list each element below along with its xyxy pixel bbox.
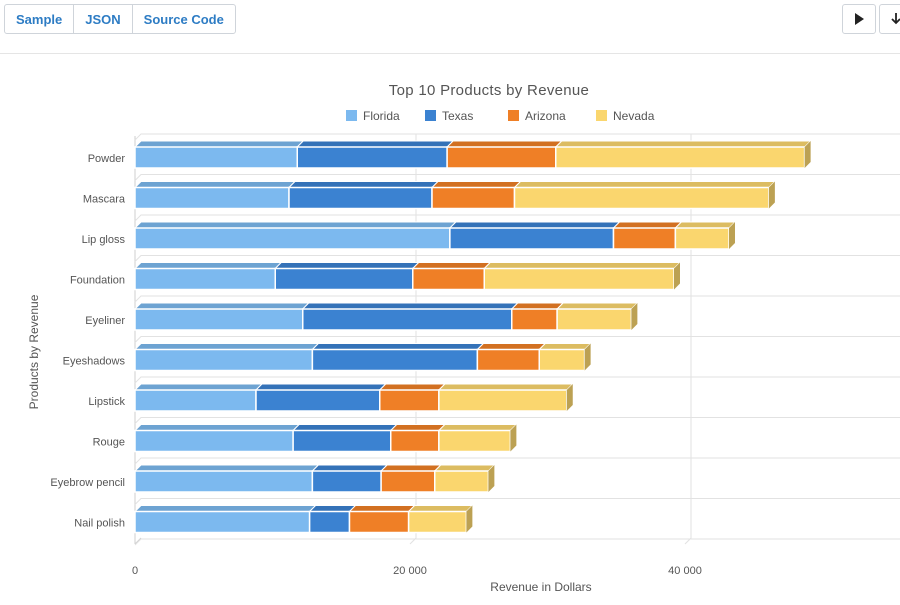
- bar-segment[interactable]: [311, 343, 485, 372]
- grid-line: [684, 134, 692, 545]
- bar-segment[interactable]: [555, 302, 639, 331]
- bar-segment[interactable]: [538, 343, 592, 372]
- category-label: Nail polish: [74, 518, 125, 530]
- bar-segment[interactable]: [133, 262, 283, 291]
- bar-segment[interactable]: [448, 221, 621, 250]
- bar-segment[interactable]: [437, 383, 574, 412]
- chart-legend: Florida Texas Arizona Nevada: [346, 109, 655, 123]
- category-label: Powder: [88, 153, 126, 165]
- bar-segment[interactable]: [133, 464, 320, 493]
- download-icon: [891, 13, 900, 25]
- grid-line: [134, 457, 900, 465]
- x-tick-label: 40 000: [668, 565, 702, 577]
- category-label: Eyeliner: [85, 315, 125, 327]
- bar-segment[interactable]: [437, 424, 518, 453]
- grid-line: [134, 498, 900, 505]
- bar-segment[interactable]: [554, 140, 812, 169]
- bar-segment[interactable]: [133, 383, 264, 412]
- legend-swatch: [508, 110, 519, 121]
- bar-segment[interactable]: [133, 181, 297, 210]
- bar-segment[interactable]: [378, 383, 447, 412]
- bar-segment[interactable]: [133, 424, 301, 453]
- bar-segment[interactable]: [308, 505, 357, 534]
- legend-swatch: [425, 110, 436, 121]
- bar-segment[interactable]: [483, 262, 682, 291]
- bar-segment[interactable]: [301, 302, 519, 331]
- bar-chart: Top 10 Products by Revenue Florida Texas A…: [27, 82, 900, 594]
- category-label: Eyeshadows: [63, 356, 126, 368]
- bar-segment[interactable]: [133, 505, 317, 534]
- bar-segment[interactable]: [133, 343, 320, 372]
- grid-line: [134, 376, 900, 384]
- bar-segment[interactable]: [133, 302, 310, 331]
- download-button[interactable]: [879, 4, 900, 34]
- bar-segment[interactable]: [348, 505, 416, 534]
- bar-segment[interactable]: [274, 262, 420, 291]
- play-button[interactable]: [842, 4, 876, 34]
- x-tick-label: 0: [132, 565, 138, 577]
- legend-label[interactable]: Texas: [442, 109, 473, 123]
- bar-segment[interactable]: [510, 302, 565, 331]
- bar-segment[interactable]: [476, 343, 547, 372]
- bar-segment[interactable]: [407, 505, 474, 534]
- bar-segment[interactable]: [291, 424, 398, 453]
- legend-label[interactable]: Nevada: [613, 109, 655, 123]
- category-label: Foundation: [70, 275, 125, 287]
- bar-segment[interactable]: [674, 221, 737, 250]
- bar-segment[interactable]: [389, 424, 447, 453]
- play-icon: [855, 13, 864, 25]
- grid-line: [134, 133, 900, 141]
- category-label: Eyebrow pencil: [50, 477, 125, 489]
- category-label: Lipstick: [88, 396, 125, 408]
- bar-segment[interactable]: [430, 181, 522, 210]
- bar-segment[interactable]: [287, 181, 440, 210]
- grid-line: [134, 336, 900, 343]
- category-label: Lip gloss: [82, 234, 126, 246]
- legend-label[interactable]: Florida: [363, 109, 400, 123]
- bar-segment[interactable]: [513, 181, 777, 210]
- bar-segment[interactable]: [254, 383, 387, 412]
- legend-label[interactable]: Arizona: [525, 109, 566, 123]
- bar-segment[interactable]: [445, 140, 563, 169]
- chart-title: Top 10 Products by Revenue: [389, 82, 589, 99]
- category-labels: Powder Mascara Lip gloss Foundation Eyeliner…: [50, 153, 125, 530]
- category-label: Mascara: [83, 194, 126, 206]
- bar-segment[interactable]: [379, 464, 442, 493]
- category-label: Rouge: [93, 437, 125, 449]
- grid-line: [134, 538, 900, 546]
- y-axis-title: Products by Revenue: [27, 294, 41, 409]
- tab-sample[interactable]: Sample: [4, 4, 75, 34]
- x-tick-labels: 0 20 000 40 000: [132, 565, 702, 577]
- grid-line: [134, 295, 900, 303]
- x-axis-title: Revenue in Dollars: [490, 580, 591, 594]
- tab-source-code[interactable]: Source Code: [131, 4, 236, 34]
- bar-segment[interactable]: [433, 464, 496, 493]
- grid-line: [134, 174, 900, 181]
- chart-area: Top 10 Products by Revenue Florida Texas A…: [0, 54, 900, 600]
- view-tabs: Sample JSON Source Code: [4, 4, 236, 34]
- bar-segment[interactable]: [311, 464, 389, 493]
- legend-swatch: [596, 110, 607, 121]
- bar-segment[interactable]: [133, 140, 305, 169]
- bar-segment[interactable]: [411, 262, 492, 291]
- chart-bars: [133, 140, 812, 534]
- legend-swatch: [346, 110, 357, 121]
- tab-json[interactable]: JSON: [73, 4, 133, 34]
- grid-line: [134, 417, 900, 424]
- x-tick-label: 20 000: [393, 565, 427, 577]
- grid-line: [134, 214, 900, 222]
- toolbar: Sample JSON Source Code: [0, 0, 900, 54]
- bar-segment[interactable]: [612, 221, 683, 250]
- grid-line: [134, 255, 900, 262]
- bar-segment[interactable]: [296, 140, 455, 169]
- bar-segment[interactable]: [133, 221, 458, 250]
